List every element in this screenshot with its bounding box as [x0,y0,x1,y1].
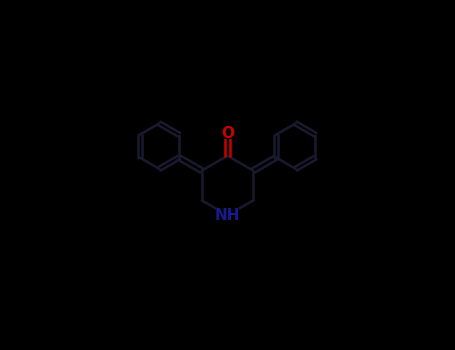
FancyBboxPatch shape [219,125,236,139]
Text: NH: NH [215,208,240,223]
FancyBboxPatch shape [216,208,239,222]
Text: O: O [221,126,234,140]
